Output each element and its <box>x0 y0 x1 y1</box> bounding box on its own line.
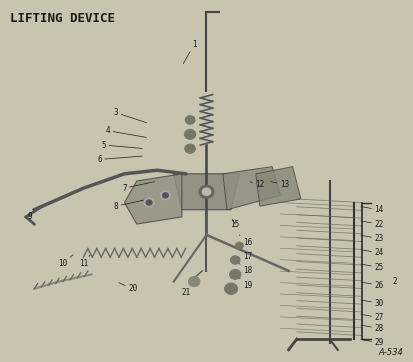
Text: LIFTING DEVICE: LIFTING DEVICE <box>9 12 114 25</box>
Text: 23: 23 <box>361 234 383 243</box>
Text: 3: 3 <box>114 108 147 123</box>
Circle shape <box>199 185 214 198</box>
Circle shape <box>185 144 195 153</box>
Text: 28: 28 <box>361 324 383 333</box>
Text: 10: 10 <box>58 255 73 268</box>
Text: 2: 2 <box>393 277 398 286</box>
Circle shape <box>144 198 154 207</box>
Text: 21: 21 <box>181 284 192 297</box>
Text: 6: 6 <box>97 155 142 164</box>
Text: 7: 7 <box>122 182 154 193</box>
Text: 26: 26 <box>361 281 383 290</box>
Text: 9: 9 <box>28 209 33 222</box>
Text: 22: 22 <box>361 220 383 229</box>
Polygon shape <box>124 174 182 224</box>
Circle shape <box>202 188 211 195</box>
Text: 13: 13 <box>271 180 289 189</box>
Text: 19: 19 <box>239 278 252 290</box>
Circle shape <box>225 283 237 295</box>
Text: 15: 15 <box>230 219 240 229</box>
Circle shape <box>184 129 196 139</box>
Text: 16: 16 <box>239 235 252 247</box>
Text: 5: 5 <box>102 140 142 150</box>
Text: 11: 11 <box>79 255 90 268</box>
Text: 27: 27 <box>361 313 383 322</box>
Text: A-534: A-534 <box>379 348 404 357</box>
Polygon shape <box>223 167 280 210</box>
Circle shape <box>163 193 169 198</box>
Text: 24: 24 <box>361 248 383 257</box>
Circle shape <box>188 277 200 287</box>
Circle shape <box>161 191 171 200</box>
Text: 17: 17 <box>239 249 252 261</box>
Text: 30: 30 <box>361 299 383 308</box>
Text: 20: 20 <box>119 283 137 293</box>
Circle shape <box>230 256 240 264</box>
Text: 14: 14 <box>361 205 383 214</box>
Circle shape <box>230 269 241 279</box>
Text: 4: 4 <box>106 126 146 138</box>
Text: 8: 8 <box>114 199 146 211</box>
Circle shape <box>185 115 195 124</box>
Text: 12: 12 <box>250 180 264 189</box>
Circle shape <box>235 242 243 249</box>
Text: 1: 1 <box>183 40 197 64</box>
Polygon shape <box>174 174 239 210</box>
Circle shape <box>146 200 152 205</box>
Text: 25: 25 <box>361 263 383 272</box>
Polygon shape <box>256 167 301 206</box>
Text: 18: 18 <box>239 264 252 275</box>
Text: 29: 29 <box>361 338 383 347</box>
